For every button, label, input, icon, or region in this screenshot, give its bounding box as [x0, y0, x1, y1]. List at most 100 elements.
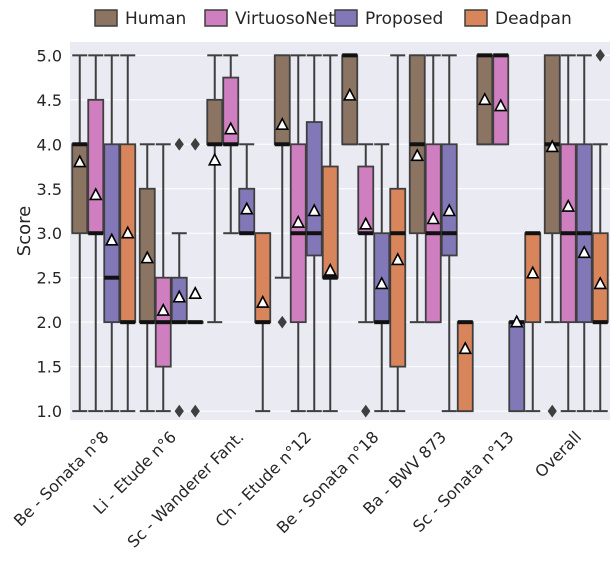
box — [321, 54, 339, 413]
box-body — [87, 98, 105, 235]
box — [389, 54, 407, 413]
legend-item: VirtuosoNet — [204, 9, 335, 29]
box-series — [71, 48, 609, 418]
outlier-marker — [595, 48, 605, 62]
box — [543, 54, 561, 418]
outlier-marker — [190, 404, 200, 418]
box-body — [389, 187, 407, 368]
y-tick-label: 3.0 — [37, 224, 62, 243]
box — [273, 54, 291, 329]
box — [591, 48, 609, 413]
box-body — [305, 121, 323, 257]
box — [170, 137, 188, 418]
box-body — [508, 321, 526, 413]
legend-label: Deadpan — [495, 9, 572, 29]
legend-label: Proposed — [365, 9, 443, 29]
mean-marker — [172, 289, 187, 303]
legend-swatch — [204, 9, 228, 27]
box — [408, 54, 426, 324]
mean-marker — [207, 152, 222, 166]
box — [87, 54, 105, 413]
legend: Human VirtuosoNet Proposed Deadpan — [94, 9, 572, 29]
box — [575, 54, 593, 413]
legend-label: Human — [125, 9, 186, 29]
y-tick-label: 2.5 — [37, 269, 62, 288]
mean-marker — [477, 92, 492, 106]
box — [524, 231, 542, 413]
box — [103, 54, 121, 413]
box — [508, 314, 526, 413]
box — [305, 54, 323, 413]
legend-item: Human — [94, 9, 186, 29]
x-axis-ticks: Be - Sonata n°8Li - Etude n°6Sc - Wander… — [10, 427, 585, 551]
y-tick-label: 4.5 — [37, 91, 62, 110]
box — [289, 54, 307, 413]
box — [341, 53, 359, 146]
box — [206, 54, 224, 324]
y-tick-label: 1.5 — [37, 358, 62, 377]
box — [138, 143, 156, 413]
mean-marker — [223, 121, 238, 135]
box — [373, 143, 391, 413]
box — [119, 54, 137, 413]
box — [456, 320, 474, 413]
mean-marker — [188, 285, 203, 300]
x-tick-label: Be - Sonata n°8 — [10, 427, 113, 530]
box — [492, 53, 510, 146]
y-tick-label: 1.0 — [37, 402, 62, 421]
outlier-marker — [277, 315, 287, 329]
box-body — [456, 321, 474, 413]
series-human — [71, 53, 561, 418]
mean-marker — [255, 294, 270, 308]
legend-item: Deadpan — [464, 9, 572, 29]
mean-marker — [593, 276, 608, 290]
mean-marker — [88, 187, 103, 201]
mean-marker — [239, 201, 254, 215]
mean-marker — [120, 225, 135, 239]
mean-marker — [307, 203, 322, 217]
box — [71, 54, 89, 413]
mean-marker — [323, 262, 338, 276]
box — [238, 143, 256, 236]
mean-marker — [72, 154, 87, 168]
box — [476, 53, 494, 146]
box — [559, 54, 577, 413]
box — [222, 54, 240, 235]
mean-marker — [410, 148, 425, 162]
mean-marker — [561, 198, 576, 212]
y-tick-label: 5.0 — [37, 46, 62, 65]
legend-swatch — [334, 9, 358, 27]
mean-marker — [426, 211, 441, 225]
legend-swatch — [464, 9, 488, 27]
mean-marker — [275, 116, 290, 131]
box-body — [273, 54, 291, 146]
mean-marker — [577, 245, 592, 259]
legend-item: Proposed — [334, 9, 443, 29]
y-axis-label: Score — [14, 206, 35, 256]
box-body — [440, 143, 458, 257]
box — [154, 143, 172, 413]
x-tick-label: Sc - Wanderer Fant. — [124, 427, 248, 551]
series-virtuosonet — [87, 53, 577, 418]
mean-marker — [493, 98, 508, 112]
box-body — [321, 165, 339, 279]
legend-label: VirtuosoNet — [235, 9, 335, 29]
y-tick-label: 4.0 — [37, 135, 62, 154]
outlier-marker — [174, 137, 184, 151]
legend-swatch — [94, 9, 118, 27]
box — [357, 143, 375, 418]
mean-marker — [390, 252, 405, 266]
box — [440, 54, 458, 413]
mean-marker — [342, 87, 357, 101]
y-axis-ticks: 1.0 1.5 2.0 2.5 3.0 3.5 4.0 4.5 5.0 — [37, 46, 62, 421]
y-tick-label: 2.0 — [37, 313, 62, 332]
x-tick-label: Overall — [531, 427, 585, 481]
mean-marker — [442, 203, 457, 217]
box — [254, 232, 272, 413]
box — [424, 54, 442, 324]
outlier-marker — [190, 137, 200, 151]
mean-marker — [525, 265, 540, 279]
box-body — [254, 232, 272, 324]
mean-marker — [140, 250, 155, 264]
